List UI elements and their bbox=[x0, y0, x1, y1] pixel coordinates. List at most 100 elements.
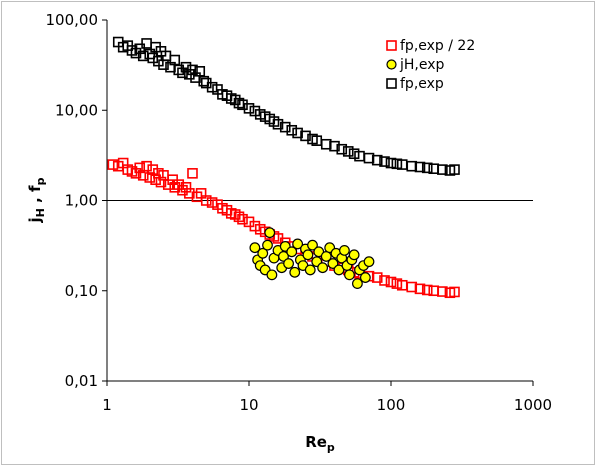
data-point bbox=[348, 148, 360, 160]
x-tick-label: 10 bbox=[239, 396, 258, 414]
data-point bbox=[333, 264, 345, 276]
data-point bbox=[354, 150, 365, 162]
plot-area bbox=[106, 20, 533, 382]
data-point bbox=[283, 258, 294, 269]
series-fp-exp-over-22 bbox=[107, 157, 460, 299]
data-point bbox=[187, 168, 198, 179]
y-tick-label: 0,01 bbox=[65, 372, 98, 390]
data-point bbox=[206, 197, 218, 208]
data-point bbox=[134, 43, 146, 55]
legend-label: fp,exp / 22 bbox=[400, 38, 475, 54]
legend-marker-black-square bbox=[386, 78, 397, 89]
data-point bbox=[180, 61, 192, 73]
data-point bbox=[169, 54, 181, 66]
data-point bbox=[292, 127, 303, 139]
data-point bbox=[141, 160, 152, 172]
series-jh-exp bbox=[249, 227, 375, 290]
data-point bbox=[194, 66, 206, 77]
data-point bbox=[437, 286, 448, 297]
data-point bbox=[371, 154, 383, 166]
data-point bbox=[421, 162, 433, 174]
legend-item-fp-exp-22: fp,exp / 22 bbox=[386, 38, 475, 54]
data-point bbox=[107, 159, 119, 170]
data-point bbox=[307, 239, 318, 251]
data-point bbox=[279, 121, 291, 133]
y-tick-label: 10,00 bbox=[55, 101, 98, 119]
x-tick-label: 1000 bbox=[514, 396, 552, 414]
data-point bbox=[379, 156, 390, 167]
data-point bbox=[414, 283, 426, 295]
data-point bbox=[233, 97, 245, 109]
series-fp-exp bbox=[112, 36, 460, 176]
data-point bbox=[200, 195, 212, 206]
data-point bbox=[342, 146, 354, 157]
x-axis-title: Rep bbox=[305, 433, 335, 454]
data-point bbox=[257, 247, 269, 259]
data-point bbox=[249, 242, 261, 254]
data-point bbox=[134, 162, 146, 174]
data-point bbox=[359, 272, 371, 283]
data-point bbox=[336, 143, 348, 155]
data-point bbox=[147, 52, 159, 64]
legend-label: jH,exp bbox=[399, 57, 445, 73]
data-point bbox=[300, 130, 311, 142]
data-point bbox=[317, 262, 329, 274]
data-point bbox=[449, 164, 460, 175]
data-point bbox=[233, 211, 245, 223]
legend-item-jh-exp: jH,exp bbox=[386, 57, 445, 73]
data-point bbox=[344, 269, 355, 281]
x-tick-label: 100 bbox=[377, 396, 406, 414]
legend: fp,exp / 22 jH,exp fp,exp bbox=[386, 38, 475, 92]
data-point bbox=[414, 161, 426, 173]
data-point bbox=[289, 266, 301, 278]
data-point bbox=[286, 124, 298, 136]
data-point bbox=[348, 249, 360, 261]
legend-marker-yellow-circle bbox=[386, 59, 397, 70]
y-axis-title: jH , fp bbox=[26, 177, 47, 223]
data-point bbox=[286, 246, 298, 258]
data-point bbox=[302, 249, 314, 261]
data-point bbox=[278, 251, 289, 262]
data-point bbox=[363, 256, 375, 268]
legend-marker-red-square bbox=[386, 40, 397, 51]
data-point bbox=[391, 278, 403, 289]
x-ticks: 1 10 100 1000 bbox=[102, 381, 552, 414]
y-tick-label: 0,10 bbox=[65, 282, 98, 300]
data-point bbox=[264, 227, 276, 239]
data-point bbox=[339, 244, 350, 256]
data-point bbox=[292, 238, 304, 250]
legend-label: fp,exp bbox=[400, 76, 444, 92]
data-point bbox=[155, 176, 167, 188]
y-tick-label: 100,00 bbox=[46, 11, 99, 29]
data-point bbox=[184, 188, 195, 199]
data-point bbox=[243, 103, 255, 114]
data-point bbox=[177, 184, 188, 196]
legend-item-fp-exp: fp,exp bbox=[386, 76, 444, 92]
data-point bbox=[266, 269, 278, 281]
data-point bbox=[177, 67, 188, 79]
data-point bbox=[449, 286, 460, 298]
svg-text:jH , fp: jH , fp bbox=[26, 177, 47, 223]
data-point bbox=[187, 64, 198, 76]
data-point bbox=[391, 158, 403, 170]
data-point bbox=[371, 272, 383, 283]
data-point bbox=[272, 118, 284, 130]
data-point bbox=[198, 75, 210, 87]
data-point bbox=[421, 284, 433, 296]
y-ticks: 0,01 0,10 1,00 10,00 100,00 bbox=[46, 11, 107, 390]
data-point bbox=[385, 157, 397, 169]
data-point bbox=[262, 239, 273, 251]
data-point bbox=[237, 99, 248, 111]
data-point bbox=[385, 276, 397, 288]
x-tick-label: 1 bbox=[102, 396, 112, 414]
data-point bbox=[180, 182, 192, 193]
y-tick-label: 1,00 bbox=[65, 192, 98, 210]
data-point bbox=[352, 278, 363, 290]
data-point bbox=[237, 213, 248, 225]
data-point bbox=[249, 105, 261, 117]
data-point bbox=[329, 140, 340, 152]
data-point bbox=[206, 81, 218, 93]
data-point bbox=[437, 164, 448, 175]
